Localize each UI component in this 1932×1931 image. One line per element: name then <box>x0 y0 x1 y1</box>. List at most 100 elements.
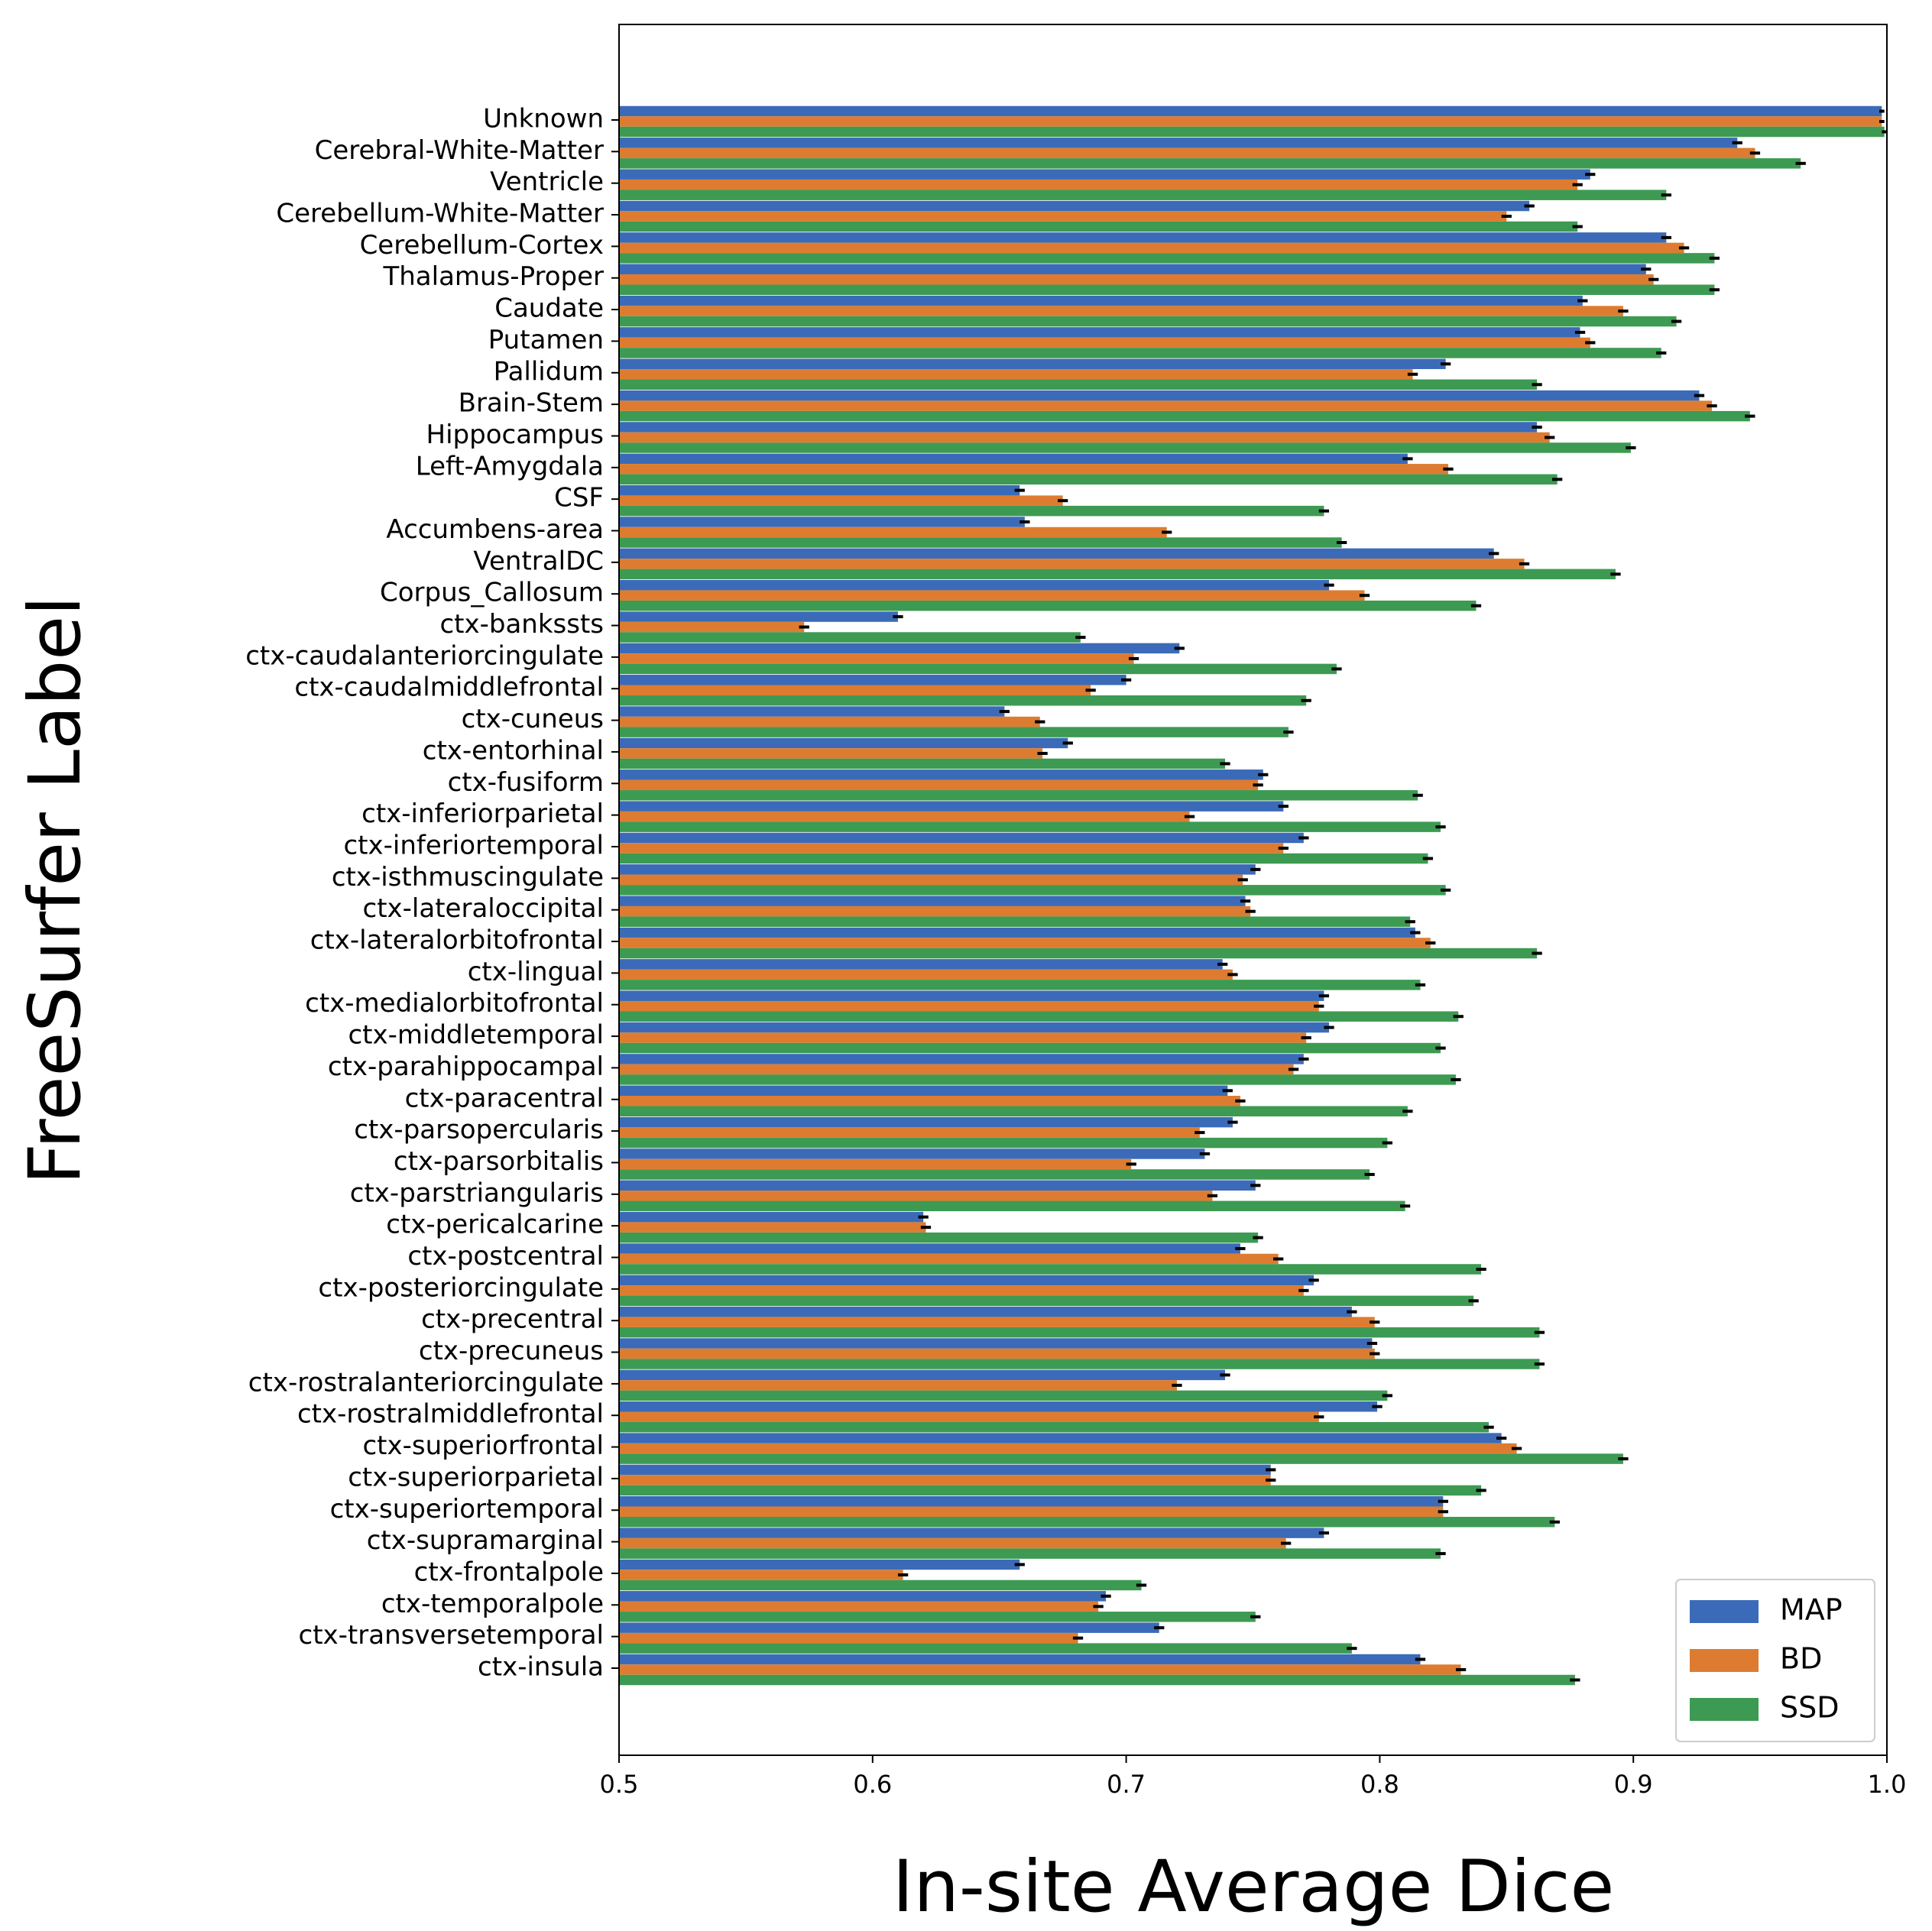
bar <box>619 716 1040 727</box>
y-tick-label: ctx-postcentral <box>407 1241 604 1272</box>
y-tick-label: Putamen <box>488 325 604 355</box>
bar <box>619 790 1418 801</box>
x-tick-label: 1.0 <box>1868 1770 1907 1799</box>
bar <box>619 674 1126 685</box>
bar <box>619 632 1081 643</box>
bar <box>619 758 1226 769</box>
y-tick-label: ctx-lateralorbitofrontal <box>310 925 604 956</box>
bar <box>619 843 1284 854</box>
bar <box>619 1548 1441 1559</box>
bar <box>619 1169 1370 1180</box>
x-axis-label: In-site Average Dice <box>893 1845 1615 1929</box>
y-tick-label: ctx-rostralanteriorcingulate <box>248 1367 604 1398</box>
y-axis-label: FreeSurfer Label <box>14 596 97 1184</box>
bar <box>619 1032 1307 1043</box>
y-tick-label: Cerebellum-White-Matter <box>276 199 604 229</box>
bar <box>619 1127 1200 1138</box>
bar <box>619 138 1738 148</box>
y-tick-label: ctx-middletemporal <box>348 1020 604 1051</box>
y-tick-label: Unknown <box>483 104 604 134</box>
bar <box>619 1191 1213 1201</box>
bar <box>619 348 1661 358</box>
bar <box>619 621 805 633</box>
y-tick-label: ctx-lateraloccipital <box>363 893 604 924</box>
bar <box>619 727 1289 737</box>
bar <box>619 1295 1474 1307</box>
bar <box>619 579 1330 591</box>
bar <box>619 927 1415 938</box>
y-tick-label: Cerebral-White-Matter <box>315 135 604 166</box>
bar <box>619 1338 1373 1349</box>
y-tick-label: ctx-superiorparietal <box>348 1462 604 1492</box>
y-tick-label: ctx-supramarginal <box>367 1525 604 1556</box>
bar <box>619 379 1538 390</box>
bar <box>619 453 1408 465</box>
bar <box>619 685 1091 695</box>
bar <box>619 885 1446 896</box>
bar <box>619 369 1413 380</box>
y-tick-label: ctx-frontalpole <box>414 1557 604 1587</box>
x-tick-label: 0.6 <box>853 1770 892 1799</box>
bar <box>619 1411 1319 1422</box>
bar <box>619 643 1180 654</box>
bar <box>619 1253 1279 1265</box>
bar <box>619 284 1715 295</box>
y-tick-label: Brain-Stem <box>459 388 604 419</box>
bar <box>619 1106 1408 1117</box>
legend-label: SSD <box>1780 1691 1840 1725</box>
bar <box>619 600 1477 611</box>
legend-swatch <box>1690 1649 1759 1672</box>
y-tick-label: Corpus_Callosum <box>380 578 604 608</box>
bar <box>619 853 1428 864</box>
bar <box>619 1232 1259 1243</box>
bar <box>619 1022 1330 1033</box>
bar <box>619 1632 1078 1644</box>
bar <box>619 126 1885 138</box>
bar <box>619 537 1342 548</box>
legend-swatch <box>1690 1698 1759 1721</box>
bar <box>619 1559 1020 1570</box>
y-tick-label: VentralDC <box>473 546 604 576</box>
bar <box>619 1622 1159 1633</box>
y-tick-label: ctx-inferiortemporal <box>343 830 604 860</box>
y-tick-label: ctx-insula <box>478 1652 604 1683</box>
y-tick-label: ctx-parsopercularis <box>354 1115 604 1145</box>
y-tick-label: ctx-bankssts <box>439 609 604 640</box>
bar <box>619 1211 924 1223</box>
bar <box>619 737 1068 749</box>
x-tick-label: 0.5 <box>600 1770 639 1799</box>
y-tick-label: ctx-caudalanteriorcingulate <box>245 640 604 671</box>
bar <box>619 1306 1352 1317</box>
legend-swatch <box>1690 1600 1759 1623</box>
bar <box>619 1443 1517 1454</box>
bar <box>619 569 1616 580</box>
bar <box>619 653 1134 664</box>
y-tick-label: Thalamus-Proper <box>382 261 604 292</box>
bar <box>619 295 1583 306</box>
bar <box>619 337 1590 348</box>
bar <box>619 1537 1286 1549</box>
bar <box>619 474 1558 485</box>
legend-label: MAP <box>1780 1593 1843 1627</box>
y-tick-label: ctx-parahippocampal <box>328 1051 604 1082</box>
y-tick-label: Caudate <box>494 293 604 324</box>
y-tick-label: ctx-precuneus <box>419 1336 604 1366</box>
bar <box>619 980 1421 990</box>
bar <box>619 1222 926 1233</box>
bar <box>619 769 1263 780</box>
bar <box>619 484 1020 496</box>
y-tick-label: Accumbens-area <box>386 514 604 545</box>
bar <box>619 990 1324 1001</box>
bar <box>619 1612 1256 1622</box>
bar <box>619 147 1755 159</box>
y-tick-label: ctx-precentral <box>421 1304 604 1335</box>
x-tick-label: 0.9 <box>1614 1770 1653 1799</box>
bar <box>619 200 1530 212</box>
bar <box>619 1327 1540 1338</box>
bar <box>619 1149 1205 1159</box>
bar <box>619 1506 1444 1518</box>
bar <box>619 1359 1540 1369</box>
bar <box>619 517 1025 527</box>
bar <box>619 390 1700 401</box>
